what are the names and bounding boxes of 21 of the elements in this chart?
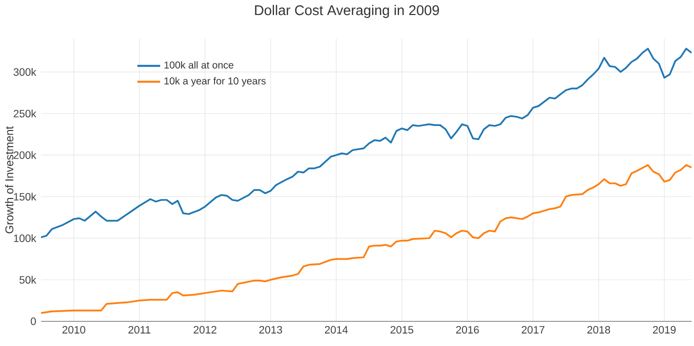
y-tick-label: 150k <box>14 192 36 201</box>
y-tick-label: 250k <box>14 110 36 118</box>
chart-title: Dollar Cost Averaging in 2009 <box>255 4 439 18</box>
x-tick-label: 2013 <box>259 326 282 334</box>
x-tick-label: 2010 <box>62 326 86 334</box>
y-tick-label: 50k <box>20 276 36 284</box>
y-tick-label: 0 <box>30 318 36 326</box>
x-tick-label: 2016 <box>456 326 479 334</box>
x-tick-label: 2015 <box>390 326 414 334</box>
y-tick-label: 200k <box>14 151 36 159</box>
y-tick-label: 300k <box>14 68 36 76</box>
x-tick-label: 2018 <box>587 326 610 334</box>
x-tick-label: 2019 <box>652 326 676 334</box>
y-axis-title: Growth of Investment <box>5 126 14 234</box>
y-tick-label: 100k <box>14 234 36 242</box>
x-tick-label: 2017 <box>522 326 544 334</box>
legend-label: 100k all at once <box>164 61 234 69</box>
x-tick-label: 2014 <box>324 326 348 334</box>
x-tick-label: 2011 <box>128 326 150 334</box>
legend-label: 10k a year for 10 years <box>164 77 266 86</box>
x-tick-label: 2012 <box>194 326 216 334</box>
